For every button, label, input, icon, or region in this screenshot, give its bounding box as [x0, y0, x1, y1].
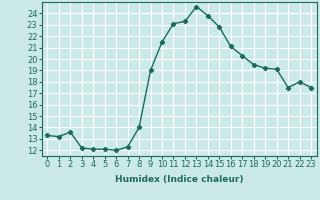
X-axis label: Humidex (Indice chaleur): Humidex (Indice chaleur) — [115, 175, 244, 184]
